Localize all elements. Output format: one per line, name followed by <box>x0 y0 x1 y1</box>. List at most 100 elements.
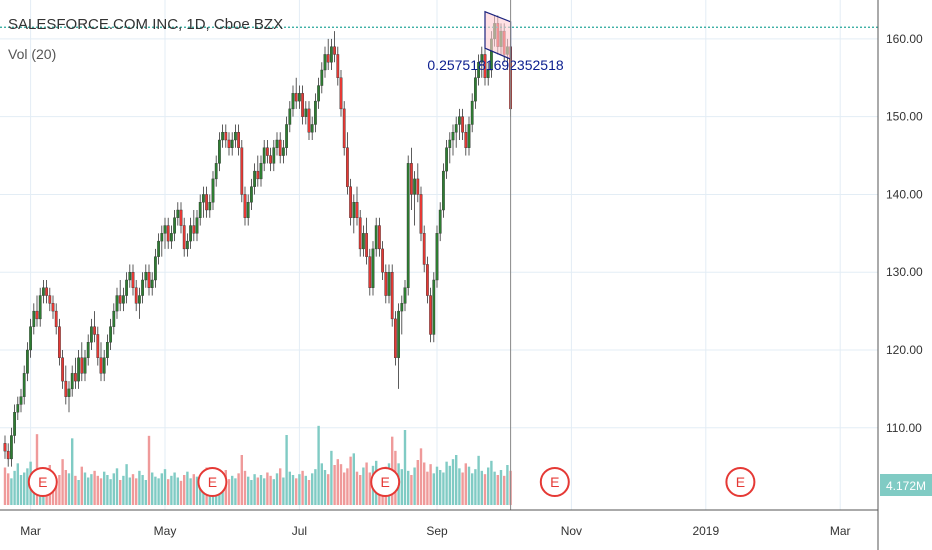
candle-body <box>406 163 410 288</box>
volume-bar <box>115 468 119 505</box>
x-tick-label: Nov <box>561 524 582 538</box>
volume-bar <box>170 475 173 505</box>
candle-body <box>422 233 426 265</box>
candle-body <box>166 225 170 242</box>
candle-body <box>102 357 106 374</box>
volume-bar <box>151 472 154 505</box>
candle-body <box>58 326 61 358</box>
candle-body <box>61 357 65 382</box>
volume-bar <box>7 473 10 505</box>
candle-body <box>371 248 375 288</box>
y-tick-label: 150.00 <box>886 110 923 124</box>
candle-body <box>342 108 346 148</box>
candle-body <box>246 202 250 218</box>
candle-body <box>294 93 298 102</box>
volume-bar <box>26 468 29 505</box>
candle-body <box>26 349 29 374</box>
volume-bar <box>301 470 304 505</box>
candle-body <box>141 279 144 296</box>
volume-bar <box>112 473 115 505</box>
volume-bar <box>266 472 269 505</box>
candle-body <box>93 326 97 335</box>
earnings-marker-label: E <box>38 474 47 490</box>
candle-body <box>35 310 39 320</box>
candle-body <box>262 147 266 164</box>
y-tick-label: 140.00 <box>886 187 923 201</box>
candle-body <box>394 318 397 358</box>
candle-body <box>32 310 36 327</box>
volume-bar <box>314 469 317 505</box>
candle-body <box>16 404 20 413</box>
volume-bar <box>339 464 343 505</box>
volume-bar <box>362 467 365 505</box>
candle-body <box>426 264 429 296</box>
volume-bar <box>503 475 506 505</box>
volume-bar <box>279 468 282 505</box>
candle-body <box>109 326 113 343</box>
candle-body <box>445 147 448 172</box>
volume-bar <box>10 478 13 505</box>
candle-body <box>157 240 160 257</box>
volume-bar <box>259 475 263 505</box>
volume-bar <box>423 462 426 505</box>
volume-bar <box>195 476 199 505</box>
candle-body <box>368 256 372 288</box>
volume-bar <box>23 472 26 505</box>
candle-body <box>454 124 458 133</box>
candle-body <box>137 295 141 304</box>
candle-body <box>467 124 471 148</box>
volume-bar <box>87 477 90 505</box>
candle-body <box>249 186 253 203</box>
candle-body <box>115 295 119 312</box>
volume-bar <box>442 472 445 505</box>
volume-bar <box>192 474 195 505</box>
volume-bar <box>403 430 407 505</box>
volume-bar <box>160 473 163 505</box>
volume-bar <box>141 475 144 505</box>
y-tick-label: 130.00 <box>886 265 923 279</box>
candle-body <box>317 85 320 102</box>
volume-bar <box>506 465 509 505</box>
candle-body <box>169 233 173 242</box>
volume-bar <box>477 455 480 505</box>
candle-body <box>147 272 151 288</box>
candle-body <box>112 310 116 327</box>
volume-bar <box>106 475 109 505</box>
candle-body <box>99 357 103 374</box>
candle-body <box>307 108 311 133</box>
volume-bar <box>461 472 464 505</box>
volume-bar <box>173 472 176 505</box>
volume-bar <box>247 476 250 505</box>
candle-body <box>429 295 432 335</box>
candle-body <box>355 202 359 218</box>
volume-bar <box>490 460 493 505</box>
candle-body <box>285 124 288 148</box>
volume-bar <box>368 472 371 505</box>
pattern-annotation: 0.2575181692352518 <box>427 57 563 73</box>
volume-bar <box>13 470 16 505</box>
candle-body <box>416 178 420 195</box>
candle-body <box>314 100 317 125</box>
volume-bar <box>131 474 135 505</box>
candle-body <box>195 217 199 234</box>
volume-bar <box>253 474 256 505</box>
candle-body <box>349 186 352 218</box>
volume-bar <box>359 475 362 505</box>
volume-bar <box>336 459 339 505</box>
volume-bar <box>138 470 141 505</box>
candle-body <box>227 139 231 148</box>
volume-badge-label: 4.172M <box>886 479 926 493</box>
candle-body <box>173 217 176 234</box>
volume-bar <box>128 477 131 505</box>
candle-body <box>330 46 333 63</box>
candle-body <box>9 435 13 460</box>
volume-bar <box>93 470 96 505</box>
x-tick-label: 2019 <box>692 524 719 538</box>
candle-body <box>275 139 279 148</box>
volume-bar <box>99 478 103 505</box>
candle-body <box>134 287 138 304</box>
volume-bar <box>416 460 419 505</box>
candle-body <box>310 124 314 133</box>
